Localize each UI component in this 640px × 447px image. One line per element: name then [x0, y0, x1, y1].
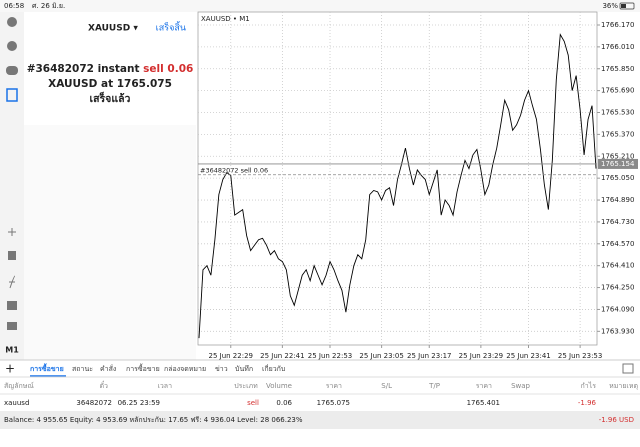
layout-icon[interactable]: [7, 322, 17, 330]
y-tick-label: 1764.890: [601, 196, 634, 204]
indicator-icon[interactable]: [8, 251, 16, 260]
x-tick-label: 25 Jun 23:05: [359, 352, 403, 360]
y-tick-label: 1765.050: [601, 174, 634, 182]
column-header: กำไร: [581, 381, 597, 390]
column-header: ตั๋ว: [100, 381, 109, 390]
x-tick-label: 25 Jun 23:17: [407, 352, 451, 360]
footer-summary: Balance: 4 955.65 Equity: 4 953.69 หลักป…: [4, 416, 303, 424]
price-line: [198, 33, 597, 339]
bid-label: 1765.154: [601, 160, 635, 168]
footer-bar: [0, 411, 640, 429]
order-symbol[interactable]: XAUUSD ▾: [88, 24, 138, 34]
y-tick-label: 1763.930: [601, 327, 634, 335]
sidebar-icons: [6, 17, 18, 330]
x-tick-label: 25 Jun 22:53: [308, 352, 352, 360]
status-date: ศ. 26 มิ.ย.: [32, 2, 65, 10]
new-order-icon[interactable]: [6, 88, 18, 102]
y-tick-label: 1764.570: [601, 240, 634, 248]
order-status: เสร็จแล้ว: [90, 91, 131, 105]
x-tick-label: 25 Jun 23:41: [506, 352, 550, 360]
column-header: สัญลักษณ์: [4, 382, 34, 390]
battery-icon: [619, 2, 635, 10]
function-icon[interactable]: [9, 275, 16, 289]
cell-ticket: 36482072: [76, 399, 112, 407]
column-header: เวลา: [157, 382, 172, 390]
tab[interactable]: กล่องจดหมาย: [164, 365, 206, 373]
tab[interactable]: ข่าว: [215, 365, 228, 373]
tab[interactable]: การซื้อขาย: [30, 362, 64, 373]
x-tick-label: 25 Jun 22:29: [209, 352, 253, 360]
cell-type: sell: [247, 399, 259, 407]
tab[interactable]: เกี่ยวกับ: [262, 364, 285, 373]
account-icon[interactable]: [7, 17, 17, 27]
x-tick-label: 25 Jun 22:41: [260, 352, 304, 360]
y-tick-label: 1764.410: [601, 262, 634, 270]
order-action: sell 0.06: [143, 63, 193, 75]
timeframe-button[interactable]: M1: [5, 346, 19, 355]
objects-icon[interactable]: [7, 301, 17, 310]
order-panel: [24, 12, 196, 125]
y-tick-label: 1766.010: [601, 43, 634, 51]
chart: 1763.930 1764.090 1764.250 1764.410 1764.570…: [198, 12, 638, 360]
order-price: XAUUSD at 1765.075: [48, 78, 172, 90]
column-header: S/L: [381, 382, 392, 390]
column-header: ราคา: [326, 382, 342, 390]
tab[interactable]: สถานะ: [72, 365, 93, 373]
bid-label-box: [598, 158, 638, 169]
cell-profit: -1.96: [578, 399, 597, 407]
y-tick-label: 1764.250: [601, 284, 634, 292]
column-header: หมายเหตุ: [609, 382, 638, 390]
x-tick-label: 25 Jun 23:53: [558, 352, 602, 360]
chart-title: XAUUSD • M1: [201, 15, 250, 23]
order-prefix: #36482072 instant: [27, 63, 140, 75]
panel-blank: [24, 125, 196, 360]
done-button[interactable]: เสร็จสิ้น: [156, 21, 186, 34]
cell-volume: 0.06: [276, 399, 292, 407]
column-header: Swap: [511, 382, 530, 390]
crosshair-icon[interactable]: [8, 228, 16, 236]
quotes-icon[interactable]: [7, 41, 17, 51]
status-bar: [0, 0, 640, 12]
order-message: #36482072 instant sell 0.06: [27, 63, 194, 75]
y-tick-label: 1764.730: [601, 218, 634, 226]
cell-time: 06.25 23:59: [118, 399, 160, 407]
x-tick-label: 25 Jun 23:29: [459, 352, 503, 360]
y-tick-label: 1765.370: [601, 130, 634, 138]
chat-icon[interactable]: [6, 66, 18, 75]
y-tick-label: 1766.170: [601, 21, 634, 29]
battery-fill: [621, 4, 626, 8]
add-button[interactable]: +: [5, 362, 15, 376]
tab[interactable]: บันทึก: [235, 364, 253, 373]
y-tick-label: 1765.530: [601, 109, 634, 117]
y-tick-label: 1765.850: [601, 65, 634, 73]
order-line-label: #36482072 sell 0.06: [200, 167, 268, 175]
tab[interactable]: การซื้อขาย: [126, 362, 160, 373]
table: สัญลักษณ์ ตั๋ว เวลา ประเภท Volume ราคา S/L T/P ร…: [0, 381, 640, 407]
cell-current-price: 1765.401: [467, 399, 500, 407]
y-tick-label: 1764.090: [601, 305, 634, 313]
cell-price: 1765.075: [317, 399, 350, 407]
column-header: T/P: [428, 382, 440, 390]
battery-level: 36%: [602, 2, 618, 10]
status-time: 06:58: [4, 2, 24, 10]
y-tick-label: 1765.690: [601, 87, 634, 95]
expand-icon[interactable]: [622, 363, 634, 374]
column-header: ประเภท: [234, 382, 258, 390]
cell-symbol: xauusd: [4, 399, 29, 407]
column-header: Volume: [266, 382, 292, 390]
y-tick-label: 1765.210: [601, 152, 634, 160]
footer-profit: -1.96 USD: [599, 416, 634, 424]
tab[interactable]: คำสั่ง: [100, 364, 116, 373]
tabs: การซื้อขาย สถานะ คำสั่ง การซื้อขาย กล่องจดหม…: [30, 362, 285, 377]
column-header: ราคา: [476, 382, 492, 390]
